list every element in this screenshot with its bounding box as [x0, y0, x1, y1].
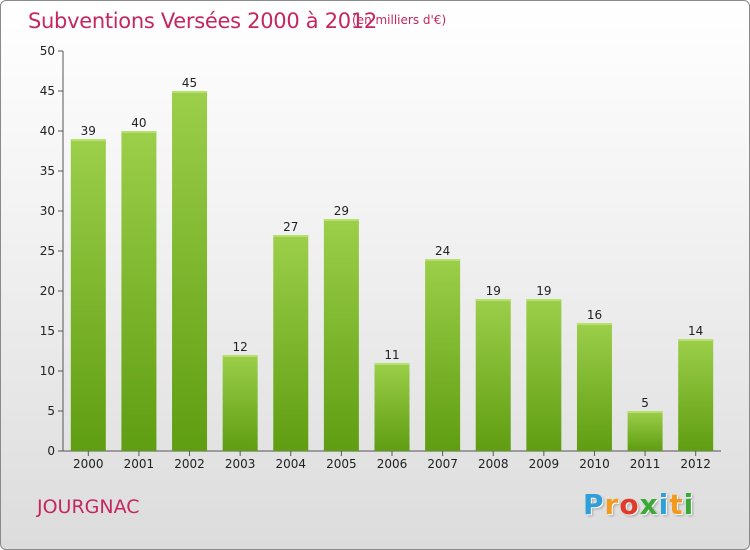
value-labels: 39 40 45 12 27 29 11 24 19 19 16 5 14: [81, 76, 704, 410]
x-axis: 2000 2001 2002 2003 2004 2005 2006 2007 2008 2009…: [63, 450, 721, 471]
bar-cap-2007: [425, 259, 461, 261]
bar-cap-2010: [576, 323, 612, 325]
y-tick-label: 40: [40, 124, 55, 138]
logo-letter: i: [683, 488, 695, 521]
value-label: 40: [131, 116, 146, 130]
value-label: 27: [283, 220, 298, 234]
y-tick-label: 25: [40, 244, 55, 258]
x-tick-label: 2001: [124, 457, 155, 471]
unit-note: (en milliers d'€): [352, 13, 447, 27]
y-axis: 0 5 10 15 20 25 30 35 40 45 50: [40, 44, 64, 458]
value-label: 45: [182, 76, 197, 90]
x-tick-label: 2006: [377, 457, 408, 471]
y-tick-label: 0: [47, 444, 55, 458]
bar-2002: [172, 91, 208, 451]
logo-letter: i: [658, 488, 670, 521]
bar-2009: [526, 299, 562, 451]
bar-cap-2012: [678, 339, 714, 341]
y-tick-label: 50: [40, 44, 55, 58]
chart-title: Subventions Versées 2000 à 2012: [28, 9, 377, 33]
value-label: 19: [486, 284, 501, 298]
bar-cap-2000: [70, 139, 106, 141]
bar-cap-2011: [627, 411, 663, 413]
bars: [70, 91, 714, 451]
bar-2006: [374, 363, 410, 451]
bar-2000: [70, 139, 106, 451]
y-tick-label: 20: [40, 284, 55, 298]
x-tick-label: 2002: [174, 457, 205, 471]
value-label: 14: [688, 324, 703, 338]
value-label: 12: [233, 340, 248, 354]
x-tick-label: 2010: [579, 457, 610, 471]
x-tick-label: 2008: [478, 457, 509, 471]
x-tick-label: 2005: [326, 457, 357, 471]
x-tick-label: 2000: [73, 457, 104, 471]
bar-cap-2009: [526, 299, 562, 301]
bar-cap-2003: [222, 355, 258, 357]
bar-2012: [678, 339, 714, 451]
proxiti-logo: Proxiti: [583, 488, 694, 521]
bar-2001: [121, 131, 157, 451]
logo-letter: r: [604, 488, 620, 521]
bar-2005: [323, 219, 359, 451]
bar-2007: [425, 259, 461, 451]
logo-letter: t: [669, 488, 684, 521]
bar-cap-2005: [323, 219, 359, 221]
bar-cap-2004: [273, 235, 309, 237]
value-label: 39: [81, 124, 96, 138]
bar-2008: [475, 299, 511, 451]
bar-cap-2008: [475, 299, 511, 301]
value-label: 19: [536, 284, 551, 298]
y-tick-label: 45: [40, 84, 55, 98]
bar-2004: [273, 235, 309, 451]
value-label: 29: [334, 204, 349, 218]
value-label: 11: [384, 348, 399, 362]
x-tick-label: 2011: [630, 457, 661, 471]
bar-2010: [576, 323, 612, 451]
x-tick-label: 2007: [427, 457, 458, 471]
x-tick-label: 2003: [225, 457, 256, 471]
logo-letter: P: [583, 488, 605, 521]
logo-letter: o: [619, 488, 640, 521]
x-tick-label: 2012: [680, 457, 711, 471]
bar-2003: [222, 355, 258, 451]
logo-letter: x: [639, 488, 659, 521]
y-tick-label: 5: [47, 404, 55, 418]
bar-cap-2001: [121, 131, 157, 133]
value-label: 16: [587, 308, 602, 322]
bar-cap-2006: [374, 363, 410, 365]
value-label: 24: [435, 244, 450, 258]
value-label: 5: [641, 396, 649, 410]
bar-2011: [627, 411, 663, 451]
x-tick-label: 2004: [275, 457, 306, 471]
y-tick-label: 30: [40, 204, 55, 218]
x-tick-label: 2009: [529, 457, 560, 471]
bar-cap-2002: [172, 91, 208, 93]
y-tick-label: 35: [40, 164, 55, 178]
y-tick-label: 15: [40, 324, 55, 338]
y-tick-label: 10: [40, 364, 55, 378]
commune-name: JOURGNAC: [37, 496, 140, 518]
